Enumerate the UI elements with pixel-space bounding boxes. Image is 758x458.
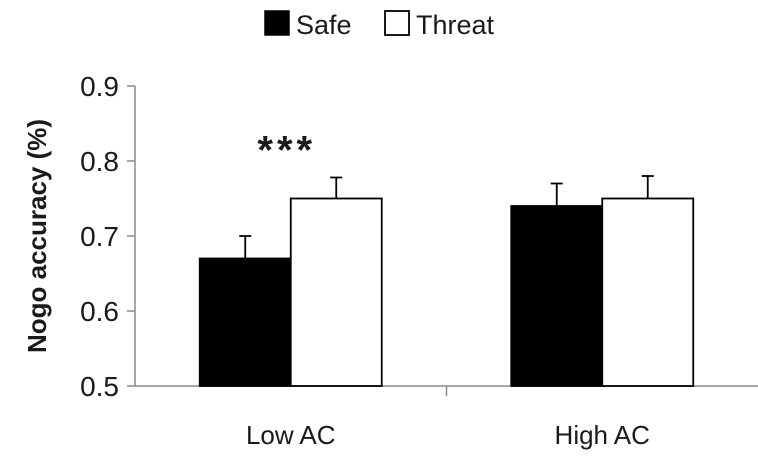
- legend: Safe Threat: [264, 10, 495, 40]
- bar-threat-high-ac: [601, 197, 695, 387]
- legend-label-threat: Threat: [416, 10, 495, 40]
- y-axis-label: Nogo accuracy (%): [22, 119, 52, 353]
- y-tick-label: 0.8: [80, 146, 119, 177]
- y-tick-label: 0.6: [80, 296, 119, 327]
- y-tick-label: 0.7: [80, 221, 119, 252]
- y-tick-label: 0.9: [80, 71, 119, 102]
- bar-threat-low-ac: [289, 197, 383, 387]
- bar-safe-high-ac: [510, 205, 604, 387]
- bar-safe-low-ac: [198, 257, 292, 387]
- legend-swatch-safe: [264, 10, 290, 36]
- y-tick-label: 0.5: [80, 371, 119, 402]
- x-tick-label: High AC: [555, 420, 650, 450]
- plot-area: 0.5 0.6 0.7 0.8 0.9 Low AC High AC ***: [80, 71, 758, 450]
- x-tick-label: Low AC: [246, 420, 336, 450]
- significance-label: ***: [257, 129, 316, 173]
- legend-label-safe: Safe: [296, 10, 352, 40]
- legend-swatch-threat: [384, 10, 410, 36]
